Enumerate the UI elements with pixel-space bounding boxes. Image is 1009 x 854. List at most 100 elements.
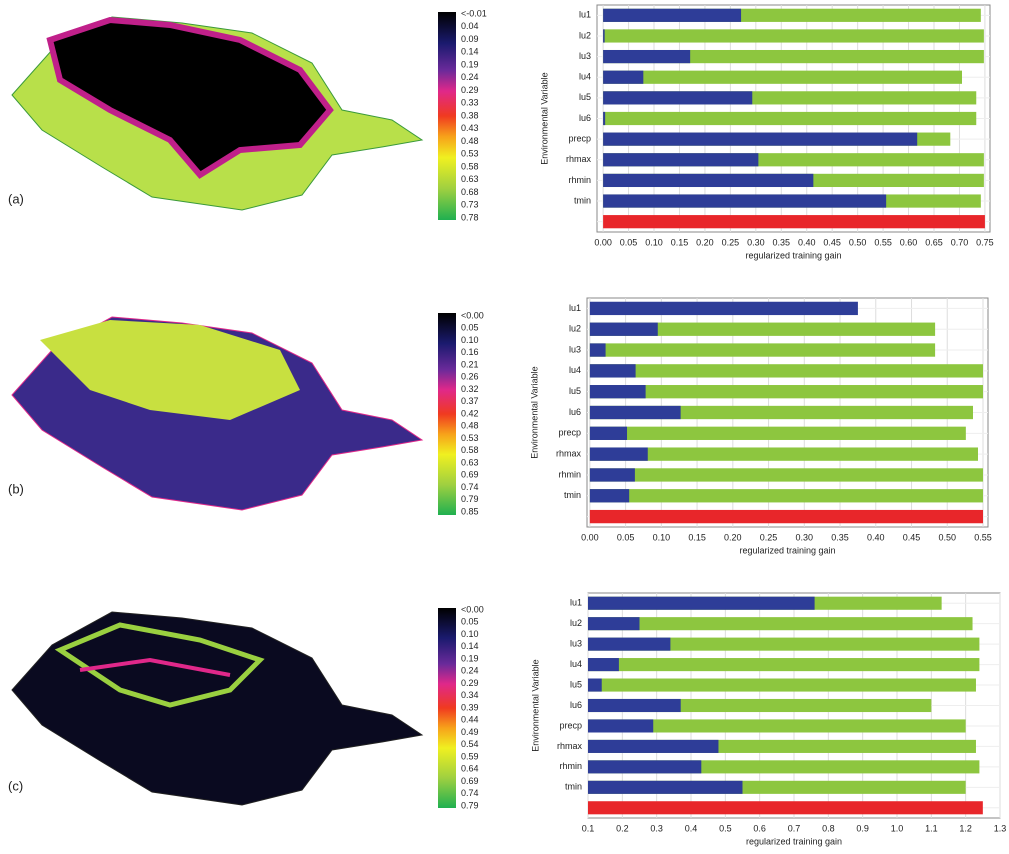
x-axis-label: regularized training gain bbox=[746, 836, 842, 846]
x-tick-label: 0.25 bbox=[760, 532, 778, 542]
y-tick-label: lu4 bbox=[570, 659, 582, 669]
x-tick-label: 0.9 bbox=[856, 823, 869, 833]
bar bbox=[603, 132, 918, 146]
y-tick-label: lu1 bbox=[579, 10, 591, 20]
colorbar-label: 0.58 bbox=[461, 161, 479, 171]
colorbar-label: 0.24 bbox=[461, 666, 479, 676]
bar bbox=[603, 49, 691, 64]
y-tick-label: precp bbox=[568, 134, 591, 144]
y-tick-label: rhmax bbox=[566, 154, 592, 164]
colorbar-label: 0.69 bbox=[461, 470, 479, 480]
x-tick-label: 0.4 bbox=[685, 823, 698, 833]
x-tick-label: 0.40 bbox=[798, 237, 816, 247]
y-tick-label: lu5 bbox=[570, 679, 582, 689]
panel-label: (b) bbox=[8, 481, 24, 496]
bar bbox=[603, 194, 887, 208]
x-tick-label: 0.65 bbox=[925, 237, 943, 247]
x-tick-label: 0.75 bbox=[976, 237, 994, 247]
y-tick-label: rhmin bbox=[568, 175, 591, 185]
colorbar-label: 0.33 bbox=[461, 98, 479, 108]
y-tick-label: lu5 bbox=[569, 386, 581, 396]
x-tick-label: 0.25 bbox=[722, 237, 740, 247]
colorbar-label: 0.68 bbox=[461, 187, 479, 197]
bar bbox=[589, 343, 936, 357]
colorbar-label: 0.19 bbox=[461, 653, 479, 663]
x-tick-label: 0.05 bbox=[617, 532, 635, 542]
y-tick-label: rhmin bbox=[559, 761, 582, 771]
colorbar-label: 0.10 bbox=[461, 629, 479, 639]
colorbar-label: 0.14 bbox=[461, 641, 479, 651]
bar bbox=[588, 617, 973, 631]
bar bbox=[603, 8, 742, 22]
bar bbox=[588, 678, 976, 692]
x-tick-label: 0.50 bbox=[938, 532, 956, 542]
colorbar-label: 0.44 bbox=[461, 715, 479, 725]
bar bbox=[588, 617, 640, 631]
x-tick-label: 0.5 bbox=[719, 823, 732, 833]
x-tick-label: 0.45 bbox=[903, 532, 921, 542]
x-tick-label: 0.35 bbox=[773, 237, 791, 247]
y-tick-label: lu3 bbox=[569, 344, 581, 354]
y-tick-label: tmin bbox=[565, 782, 582, 792]
colorbar-label: 0.09 bbox=[461, 34, 479, 44]
y-tick-label: tmin bbox=[564, 490, 581, 500]
bar bbox=[603, 173, 814, 188]
colorbar-label: 0.54 bbox=[461, 739, 479, 749]
colorbar-label: 0.38 bbox=[461, 110, 479, 120]
y-tick-label: tmin bbox=[574, 195, 591, 205]
bar bbox=[588, 739, 719, 753]
x-tick-label: 0.2 bbox=[616, 823, 629, 833]
colorbar-label: 0.73 bbox=[461, 200, 479, 210]
bar bbox=[589, 426, 966, 440]
bar bbox=[603, 29, 605, 43]
x-tick-label: 0.00 bbox=[581, 532, 599, 542]
bar bbox=[588, 780, 743, 794]
y-tick-label: lu6 bbox=[569, 407, 581, 417]
bar bbox=[589, 468, 983, 482]
colorbar bbox=[438, 12, 456, 220]
y-tick-label: lu2 bbox=[569, 324, 581, 334]
bar bbox=[588, 637, 980, 651]
map-c bbox=[11, 611, 423, 806]
y-axis-label: Environmental Variable bbox=[529, 366, 539, 458]
bar bbox=[589, 364, 983, 378]
bar bbox=[603, 70, 963, 84]
x-tick-label: 0.1 bbox=[582, 823, 595, 833]
bar bbox=[603, 215, 985, 229]
colorbar-label: 0.32 bbox=[461, 384, 479, 394]
x-tick-label: 1.1 bbox=[925, 823, 938, 833]
colorbar-label: 0.10 bbox=[461, 335, 479, 345]
colorbar-label: 0.58 bbox=[461, 445, 479, 455]
colorbar-label: 0.34 bbox=[461, 690, 479, 700]
x-tick-label: 1.2 bbox=[959, 823, 972, 833]
panel-label: (a) bbox=[8, 191, 24, 206]
bar bbox=[589, 405, 973, 420]
colorbar bbox=[438, 313, 456, 515]
y-tick-label: rhmax bbox=[557, 741, 583, 751]
colorbar-label: 0.29 bbox=[461, 678, 479, 688]
bar bbox=[588, 658, 619, 672]
x-tick-label: 0.40 bbox=[867, 532, 885, 542]
colorbar-label: 0.79 bbox=[461, 800, 479, 810]
x-tick-label: 0.10 bbox=[645, 237, 663, 247]
bar bbox=[588, 658, 980, 672]
colorbar bbox=[438, 608, 456, 808]
panel-label: (c) bbox=[8, 778, 23, 793]
bar bbox=[589, 385, 646, 399]
colorbar-label: 0.85 bbox=[461, 506, 479, 516]
x-tick-label: 0.30 bbox=[747, 237, 765, 247]
bar bbox=[603, 91, 753, 105]
x-tick-label: 0.55 bbox=[874, 237, 892, 247]
x-tick-label: 0.20 bbox=[724, 532, 742, 542]
map-a bbox=[11, 16, 423, 211]
x-tick-label: 0.35 bbox=[831, 532, 849, 542]
y-tick-label: rhmax bbox=[556, 449, 582, 459]
x-tick-label: 0.45 bbox=[823, 237, 841, 247]
colorbar-label: 0.26 bbox=[461, 372, 479, 382]
y-tick-label: lu2 bbox=[570, 618, 582, 628]
y-tick-label: lu2 bbox=[579, 30, 591, 40]
y-tick-label: lu6 bbox=[579, 113, 591, 123]
bar bbox=[588, 698, 681, 713]
bar bbox=[603, 111, 977, 126]
bar bbox=[603, 153, 759, 167]
